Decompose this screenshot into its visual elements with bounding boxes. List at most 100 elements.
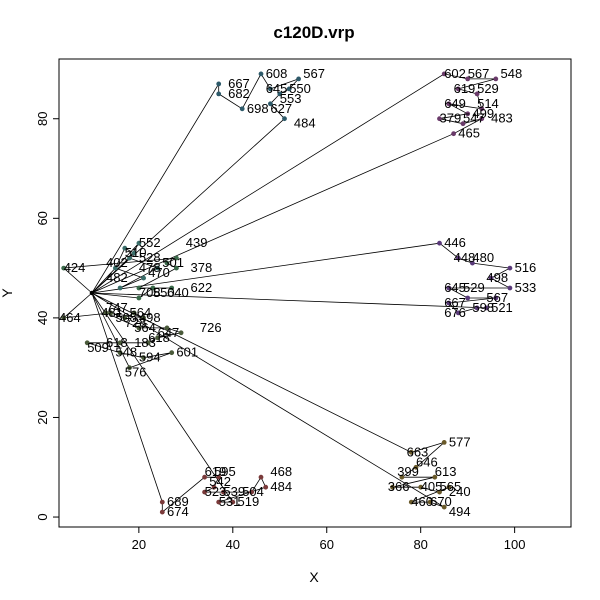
y-tick-label: 60	[35, 211, 50, 225]
point-label: 613	[435, 464, 457, 479]
point-label: 646	[416, 454, 438, 469]
point-label: 645	[444, 280, 466, 295]
customer-point-598	[484, 305, 489, 311]
y-axis: 0 20 40 60 80	[35, 112, 59, 521]
customer-point-667	[446, 300, 452, 306]
x-axis: 20 40 60 80 100	[132, 527, 526, 552]
point-label: 565	[440, 479, 462, 494]
customer-point-649	[446, 101, 452, 107]
customer-point-682	[216, 91, 222, 97]
point-label: 378	[191, 260, 213, 275]
point-label: 464	[59, 310, 81, 325]
customer-point-379	[437, 116, 442, 122]
point-label: 601	[176, 345, 198, 360]
customer-point-498	[141, 315, 147, 321]
point-label: 379	[440, 111, 462, 126]
chart-title: c120D.vrp	[273, 23, 354, 42]
point-label: 708	[139, 285, 161, 300]
customer-point-539	[221, 489, 226, 495]
point-label: 649	[444, 96, 466, 111]
point-label: 550	[153, 285, 175, 300]
customer-point-547	[460, 121, 466, 127]
point-label: 564	[134, 320, 156, 335]
customer-point-594	[141, 355, 147, 361]
customer-point-674	[159, 509, 165, 515]
point-label: 498	[139, 310, 161, 325]
point-label: 645	[266, 81, 288, 96]
customer-point-567	[296, 76, 301, 82]
point-label: 523	[205, 484, 227, 499]
customer-point-514	[479, 106, 485, 112]
point-label: 602	[444, 66, 466, 81]
point-label: 594	[139, 350, 161, 365]
customer-point-618	[117, 340, 123, 346]
point-label: 689	[167, 494, 189, 509]
routes-layer	[62, 73, 512, 513]
customer-point-726	[178, 330, 184, 336]
point-label: 627	[270, 101, 292, 116]
point-label: 619	[205, 464, 227, 479]
y-tick-label: 80	[35, 112, 50, 126]
customer-point-481	[108, 310, 114, 316]
customer-point-550	[136, 295, 142, 301]
customer-point-538	[127, 255, 132, 261]
customer-point-448	[455, 255, 461, 261]
point-label: 676	[444, 305, 466, 320]
point-label: 564	[130, 305, 152, 320]
point-label: 510	[125, 245, 147, 260]
customer-point-550	[286, 86, 292, 92]
customer-point-564	[131, 310, 137, 316]
point-label: 529	[463, 280, 485, 295]
point-label: 494	[449, 504, 471, 519]
customer-point-478	[155, 265, 161, 271]
x-tick-label: 100	[504, 537, 526, 552]
point-label: 547	[463, 111, 485, 126]
point-label: 728	[125, 315, 147, 330]
customer-point-529	[474, 91, 480, 97]
customer-point-510	[122, 245, 128, 251]
point-label: 480	[472, 250, 494, 265]
depot-point	[89, 290, 95, 296]
customer-point-645	[268, 86, 273, 92]
point-label: 747	[106, 300, 128, 315]
route-line-7	[91, 292, 450, 508]
customer-point-542	[211, 484, 217, 490]
point-label: 521	[491, 300, 513, 315]
point-label: 240	[449, 484, 471, 499]
point-label: 548	[115, 345, 137, 360]
customer-point-640	[150, 285, 156, 291]
customer-point-576	[127, 365, 132, 371]
customer-point-548	[117, 350, 123, 356]
point-label: 598	[472, 300, 494, 315]
point-label: 470	[148, 265, 170, 280]
customer-point-527	[268, 101, 273, 107]
point-label: 484	[270, 479, 292, 494]
customer-point-553	[277, 91, 283, 97]
customer-point-523	[202, 489, 208, 495]
customer-point-567	[493, 295, 499, 301]
customer-point-509	[84, 340, 90, 346]
customer-point-622	[169, 285, 175, 291]
point-label: 478	[139, 260, 161, 275]
customer-point-608	[258, 71, 264, 77]
customer-point-521	[474, 305, 480, 311]
customer-point-548	[493, 76, 499, 82]
point-label: 468	[270, 464, 292, 479]
customer-point-480	[470, 260, 475, 266]
x-tick-label: 60	[320, 537, 334, 552]
customer-point-484	[282, 116, 287, 122]
customer-point-494	[441, 504, 447, 510]
customer-point-402	[113, 265, 118, 271]
route-line-8	[91, 292, 267, 513]
x-tick-label: 80	[413, 537, 427, 552]
point-label: 460	[411, 494, 433, 509]
customer-point-670	[427, 499, 433, 505]
point-label: 366	[388, 479, 410, 494]
point-label: 726	[200, 320, 222, 335]
customer-point-424	[61, 265, 67, 271]
y-tick-label: 40	[35, 311, 50, 325]
customer-point-619	[202, 474, 208, 480]
x-axis-label: X	[309, 569, 319, 585]
customer-point-646	[413, 464, 419, 470]
